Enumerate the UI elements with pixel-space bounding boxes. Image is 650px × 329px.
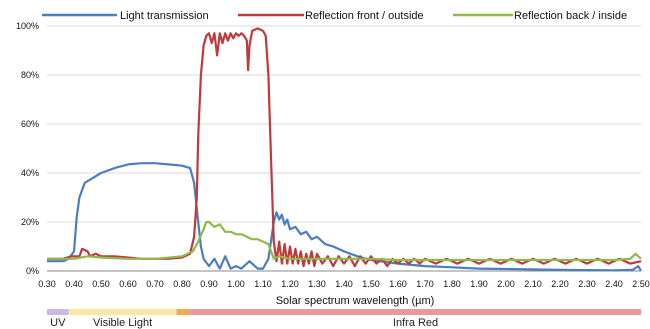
spectrum-band-label: UV	[50, 317, 66, 329]
series-line-3	[47, 220, 642, 262]
x-tick-label: 1.80	[443, 279, 461, 289]
y-tick-label: 0%	[26, 266, 39, 276]
x-tick-label: 0.60	[119, 279, 137, 289]
x-tick-label: 2.10	[524, 279, 542, 289]
legend-label: Reflection back / inside	[514, 10, 627, 22]
spectrum-band-label: Visible Light	[93, 317, 152, 329]
spectrum-bands: UV Visible Light Infra Red	[47, 309, 641, 329]
x-tick-label: 2.30	[578, 279, 596, 289]
y-tick-label: 40%	[21, 168, 39, 178]
x-tick-label: 1.10	[254, 279, 272, 289]
x-tick-label: 2.20	[551, 279, 569, 289]
spectrum-band	[176, 309, 191, 315]
x-tick-label: 2.40	[605, 279, 623, 289]
spectrum-band	[68, 309, 177, 315]
x-tick-label: 0.40	[65, 279, 83, 289]
y-tick-label: 80%	[21, 70, 39, 80]
legend-label: Light transmission	[120, 10, 209, 22]
y-tick-labels: 0% 20% 40% 60% 80% 100%	[16, 21, 39, 276]
series-lines	[47, 27, 642, 272]
x-tick-label: 0.80	[173, 279, 191, 289]
spectrum-band	[190, 309, 641, 315]
gridlines	[47, 25, 641, 272]
x-tick-label: 0.90	[200, 279, 218, 289]
x-tick-label: 1.50	[362, 279, 380, 289]
legend: Light transmission Reflection front / out…	[42, 10, 627, 22]
y-tick-label: 20%	[21, 217, 39, 227]
x-tick-label: 0.50	[92, 279, 110, 289]
x-tick-label: 1.20	[281, 279, 299, 289]
x-tick-label: 1.30	[308, 279, 326, 289]
legend-label: Reflection front / outside	[305, 10, 424, 22]
y-tick-label: 60%	[21, 119, 39, 129]
x-tick-label: 0.70	[146, 279, 164, 289]
series-line-2	[47, 27, 642, 268]
series-line-1	[47, 162, 642, 272]
x-tick-label: 0.30	[38, 279, 56, 289]
y-tick-label: 100%	[16, 21, 39, 31]
x-tick-label: 1.60	[389, 279, 407, 289]
x-axis-title: Solar spectrum wavelength (µm)	[276, 295, 435, 307]
x-tick-label: 1.70	[416, 279, 434, 289]
x-tick-label: 1.00	[227, 279, 245, 289]
x-tick-label: 1.90	[470, 279, 488, 289]
x-tick-label: 2.50	[632, 279, 650, 289]
x-tick-labels: 0.30 0.40 0.50 0.60 0.70 0.80 0.90 1.00 1.10 1.20…	[38, 279, 650, 289]
x-tick-label: 2.00	[497, 279, 515, 289]
spectrum-band	[47, 309, 69, 315]
spectrum-band-label: Infra Red	[393, 317, 438, 329]
x-tick-label: 1.40	[335, 279, 353, 289]
